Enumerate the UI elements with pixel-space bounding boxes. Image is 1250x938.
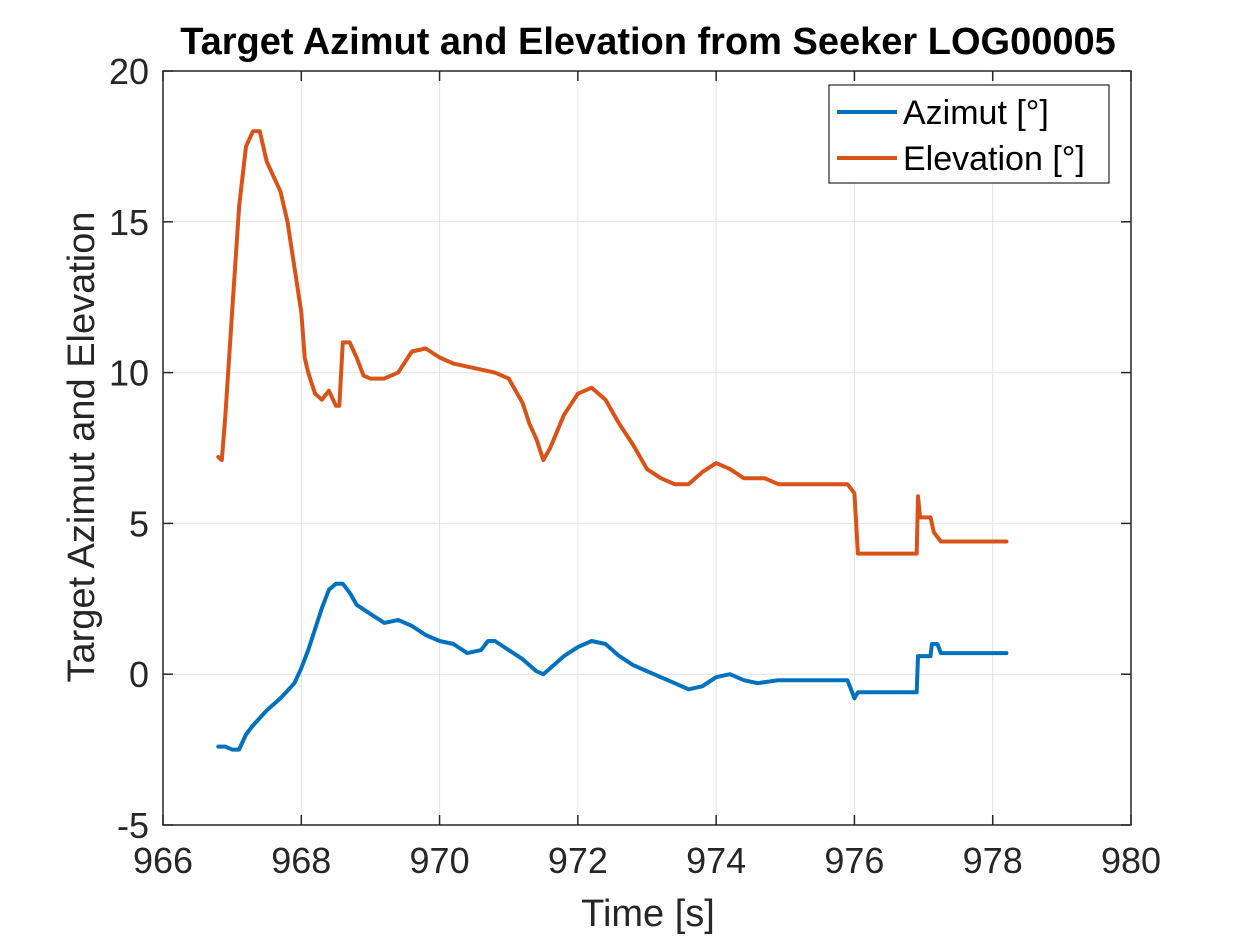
y-tick-label: 10 xyxy=(109,353,149,394)
x-tick-label: 966 xyxy=(133,840,193,881)
y-tick-label: -5 xyxy=(117,805,149,846)
y-tick-label: 15 xyxy=(109,202,149,243)
y-tick-label: 20 xyxy=(109,51,149,92)
x-tick-label: 980 xyxy=(1101,840,1161,881)
x-tick-label: 972 xyxy=(548,840,608,881)
grid xyxy=(162,70,1132,826)
x-tick-label: 978 xyxy=(963,840,1023,881)
x-tick-label: 976 xyxy=(824,840,884,881)
x-tick-label: 974 xyxy=(686,840,746,881)
x-tick-label: 970 xyxy=(410,840,470,881)
plot-area-frame xyxy=(162,70,1132,826)
legend-label-elevation: Elevation [°] xyxy=(903,140,1085,178)
y-axis-label: Target Azimut and Elevation xyxy=(61,211,103,682)
y-tick-label: 5 xyxy=(129,503,149,544)
legend-box xyxy=(828,84,1110,184)
y-tick-label: 0 xyxy=(129,654,149,695)
axis-ticks: 966 968 970 972 974 976 978 980 -5 0 5 10 15 20 xyxy=(109,51,1161,881)
legend: Azimut [°] Elevation [°] xyxy=(828,84,1110,184)
chart-title: Target Azimut and Elevation from Seeker … xyxy=(180,21,1116,63)
series-line-elevation xyxy=(216,129,1009,556)
series-group xyxy=(216,129,1009,752)
series-line-azimut xyxy=(216,581,1009,752)
x-axis-label: Time [s] xyxy=(581,893,715,935)
x-tick-label: 968 xyxy=(271,840,331,881)
legend-label-azimut: Azimut [°] xyxy=(903,94,1049,132)
